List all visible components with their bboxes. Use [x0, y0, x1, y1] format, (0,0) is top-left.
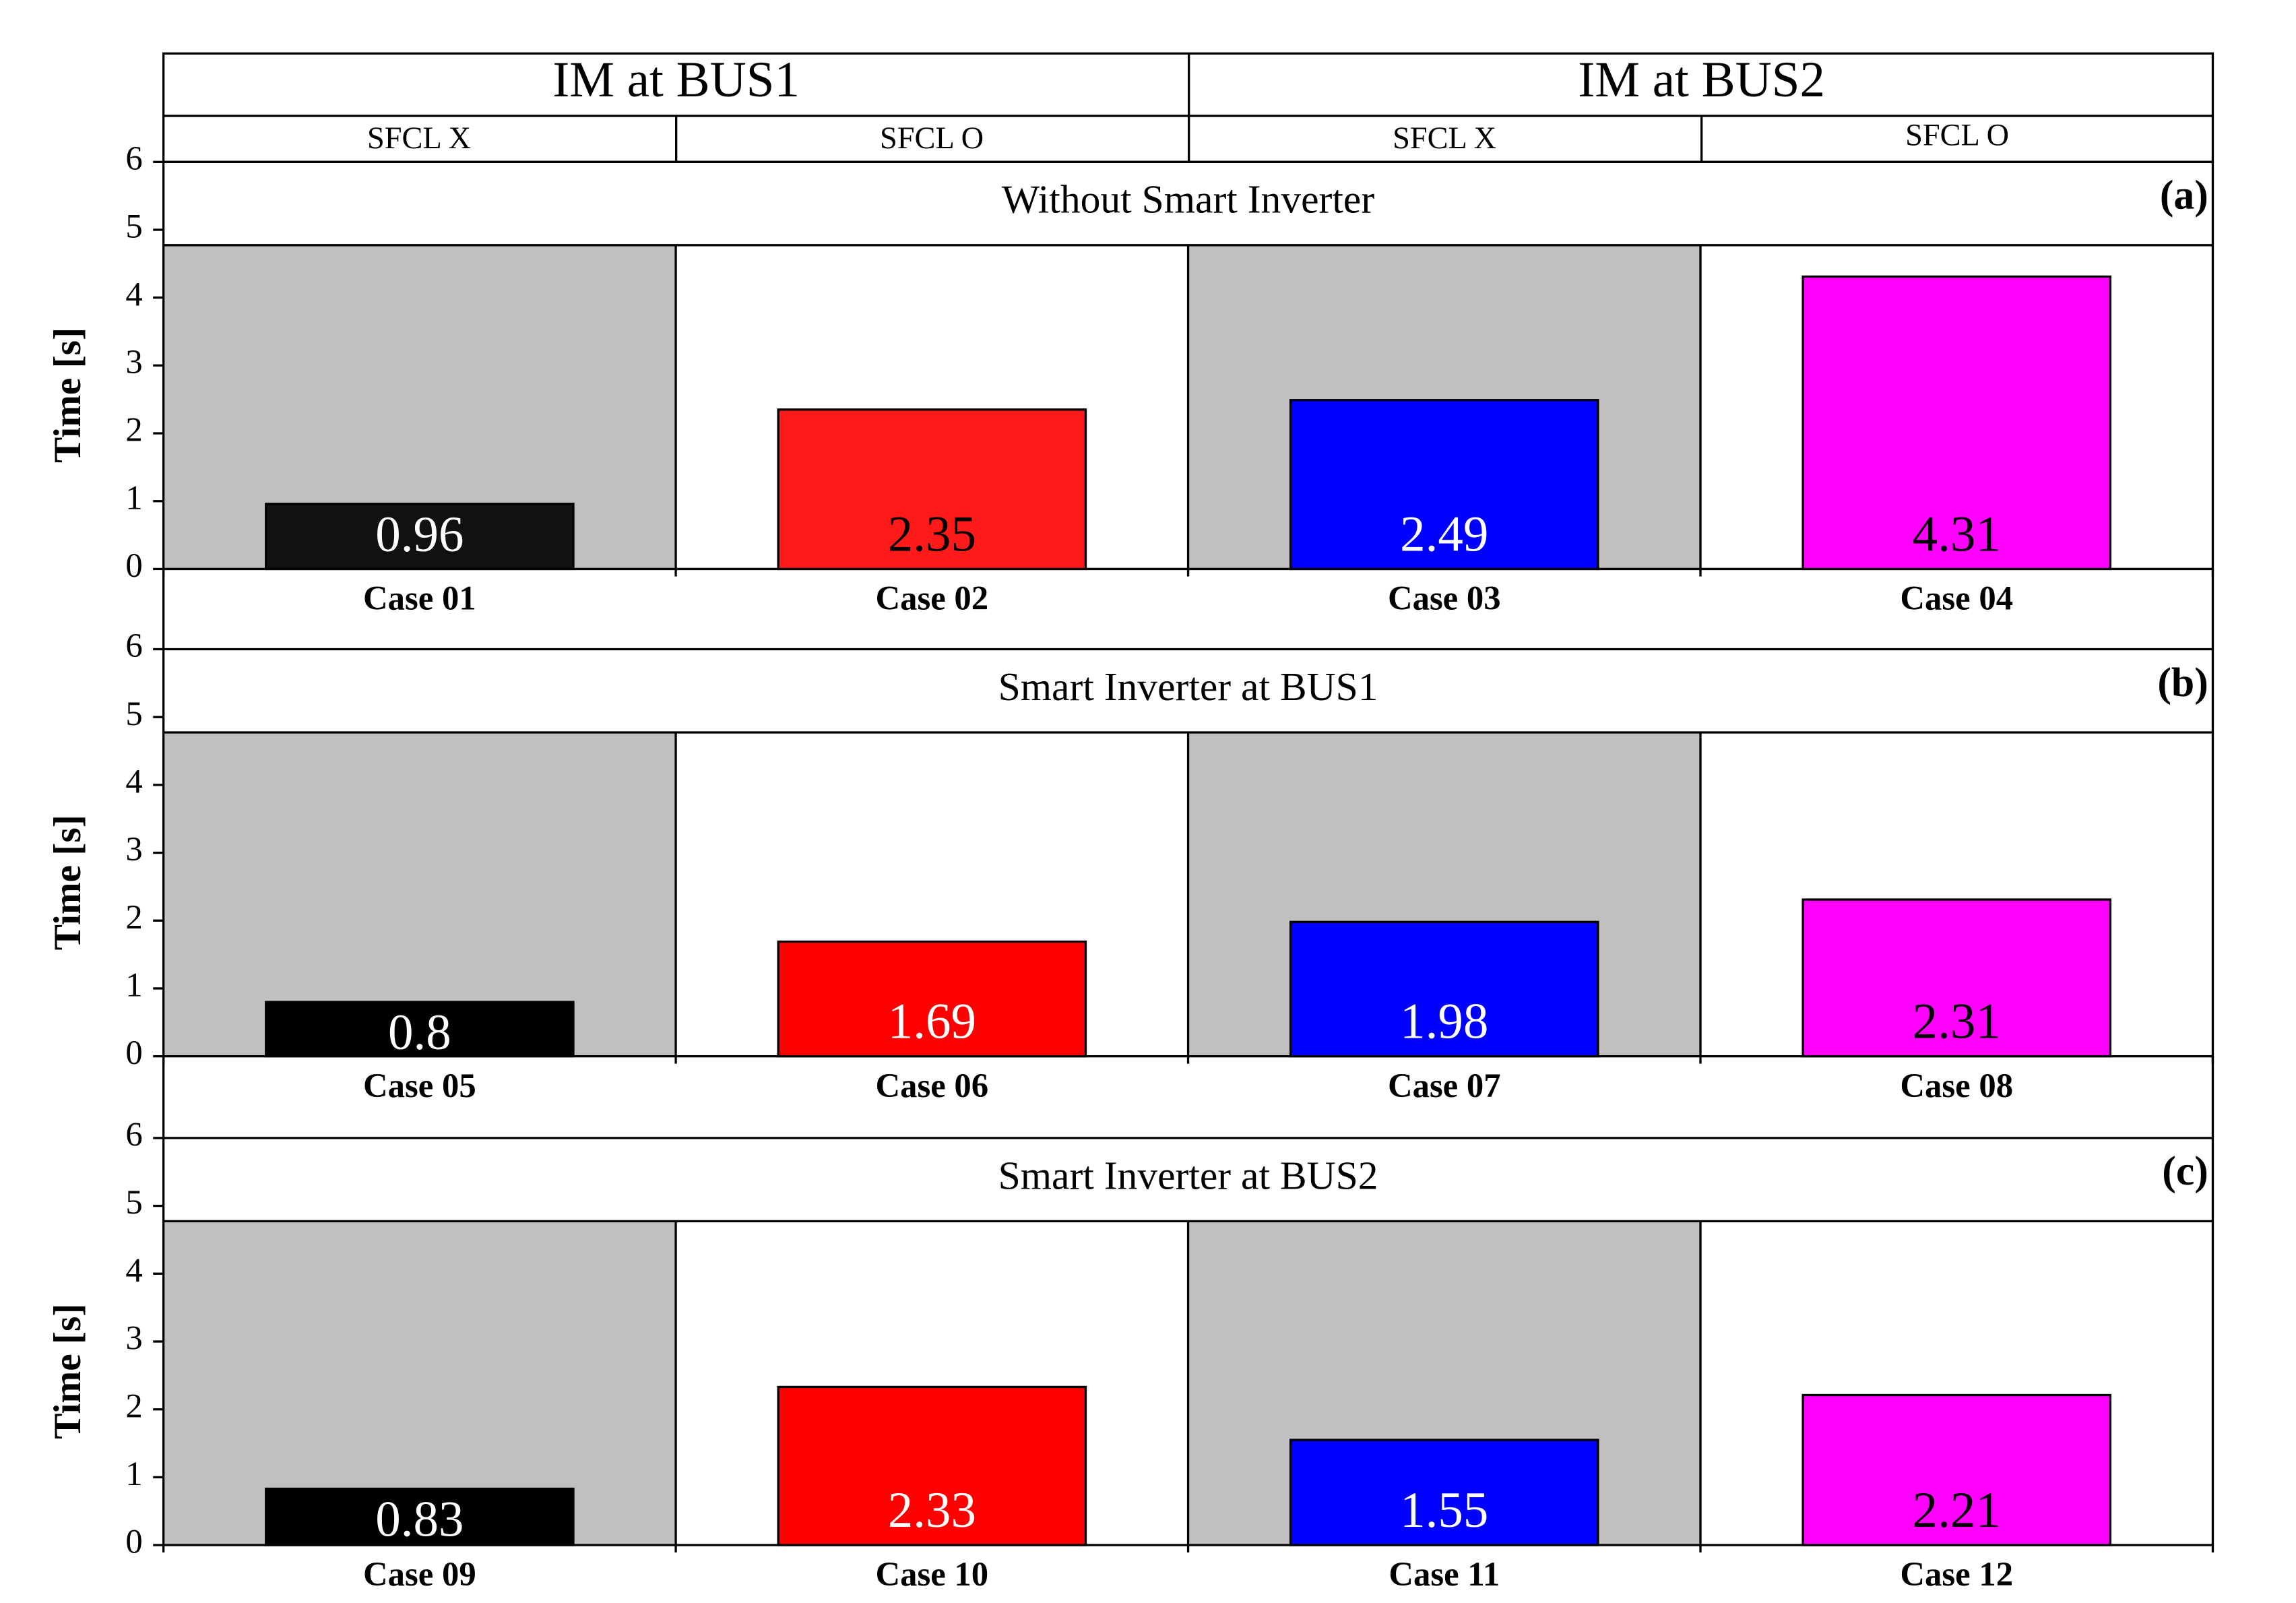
- value-label: 1.69: [888, 994, 976, 1050]
- value-label: 2.21: [1913, 1482, 2001, 1538]
- group-label: IM at BUS1: [552, 52, 800, 108]
- value-label: 2.49: [1400, 507, 1488, 563]
- y-tick-label: 5: [125, 1183, 142, 1221]
- subgroup-label: SFCL O: [1905, 119, 2009, 153]
- y-tick-label: 1: [125, 478, 142, 516]
- y-tick-label: 0: [125, 1034, 142, 1071]
- y-tick-label: 1: [125, 966, 142, 1004]
- bar: [1801, 275, 2112, 571]
- bar: [1289, 1439, 1599, 1546]
- value-label: 0.8: [388, 1005, 451, 1061]
- y-tick-label: 2: [125, 898, 142, 936]
- panel-label: (c): [2162, 1148, 2208, 1194]
- x-tick-label: Case 04: [1900, 579, 2013, 617]
- subgroup-label: SFCL O: [880, 121, 984, 156]
- panel-title: Without Smart Inverter: [1002, 177, 1374, 222]
- value-label: 2.33: [888, 1482, 976, 1538]
- y-axis-label: Time [s]: [46, 815, 89, 950]
- bar: [265, 503, 575, 571]
- value-label: 0.83: [375, 1492, 464, 1548]
- panel-title: Smart Inverter at BUS1: [998, 664, 1378, 709]
- y-tick-label: 4: [125, 275, 142, 313]
- x-tick-label: Case 02: [875, 579, 988, 617]
- y-tick-label: 3: [125, 1319, 142, 1357]
- value-label: 1.98: [1400, 994, 1488, 1050]
- x-tick-label: Case 06: [875, 1067, 988, 1104]
- y-tick-label: 0: [125, 1523, 142, 1561]
- y-tick-label: 6: [125, 139, 142, 177]
- bar: [1801, 898, 2112, 1058]
- value-label: 4.31: [1913, 507, 2001, 563]
- y-tick-label: 2: [125, 411, 142, 449]
- y-tick-label: 4: [125, 763, 142, 800]
- x-tick-label: Case 08: [1900, 1067, 2013, 1104]
- x-tick-label: Case 01: [363, 579, 476, 617]
- x-tick-label: Case 11: [1389, 1555, 1500, 1593]
- y-tick-label: 6: [125, 1116, 142, 1154]
- x-tick-label: Case 10: [875, 1555, 988, 1593]
- y-tick-label: 4: [125, 1251, 142, 1289]
- subgroup-label: SFCL X: [367, 121, 471, 156]
- y-tick-label: 5: [125, 208, 142, 245]
- bar: [265, 1001, 575, 1058]
- panel-label: (b): [2157, 660, 2208, 705]
- y-tick-label: 5: [125, 695, 142, 732]
- y-tick-label: 1: [125, 1455, 142, 1492]
- panel-title: Smart Inverter at BUS2: [998, 1153, 1378, 1197]
- value-label: 2.35: [888, 507, 976, 563]
- bar: [265, 1487, 575, 1546]
- bar: [1289, 920, 1599, 1058]
- panel-label: (a): [2160, 172, 2208, 218]
- subgroup-label: SFCL X: [1393, 121, 1496, 156]
- value-label: 1.55: [1400, 1482, 1488, 1538]
- y-tick-label: 3: [125, 343, 142, 381]
- y-axis-label: Time [s]: [46, 327, 89, 463]
- y-tick-label: 6: [125, 627, 142, 664]
- x-tick-label: Case 07: [1388, 1067, 1501, 1104]
- y-tick-label: 0: [125, 546, 142, 584]
- x-tick-label: Case 09: [363, 1555, 476, 1593]
- x-tick-label: Case 03: [1388, 579, 1501, 617]
- bar: [1801, 1393, 2112, 1546]
- x-tick-label: Case 12: [1900, 1555, 2013, 1593]
- y-tick-label: 2: [125, 1387, 142, 1424]
- value-label: 2.31: [1913, 994, 2001, 1050]
- bar: [777, 408, 1087, 571]
- y-axis-label: Time [s]: [46, 1303, 89, 1439]
- group-label: IM at BUS2: [1578, 52, 1825, 108]
- bar: [777, 940, 1087, 1058]
- bar: [777, 1385, 1087, 1546]
- bar: [1289, 399, 1599, 571]
- x-tick-label: Case 05: [363, 1067, 476, 1104]
- y-tick-label: 3: [125, 830, 142, 868]
- value-label: 0.96: [375, 507, 464, 563]
